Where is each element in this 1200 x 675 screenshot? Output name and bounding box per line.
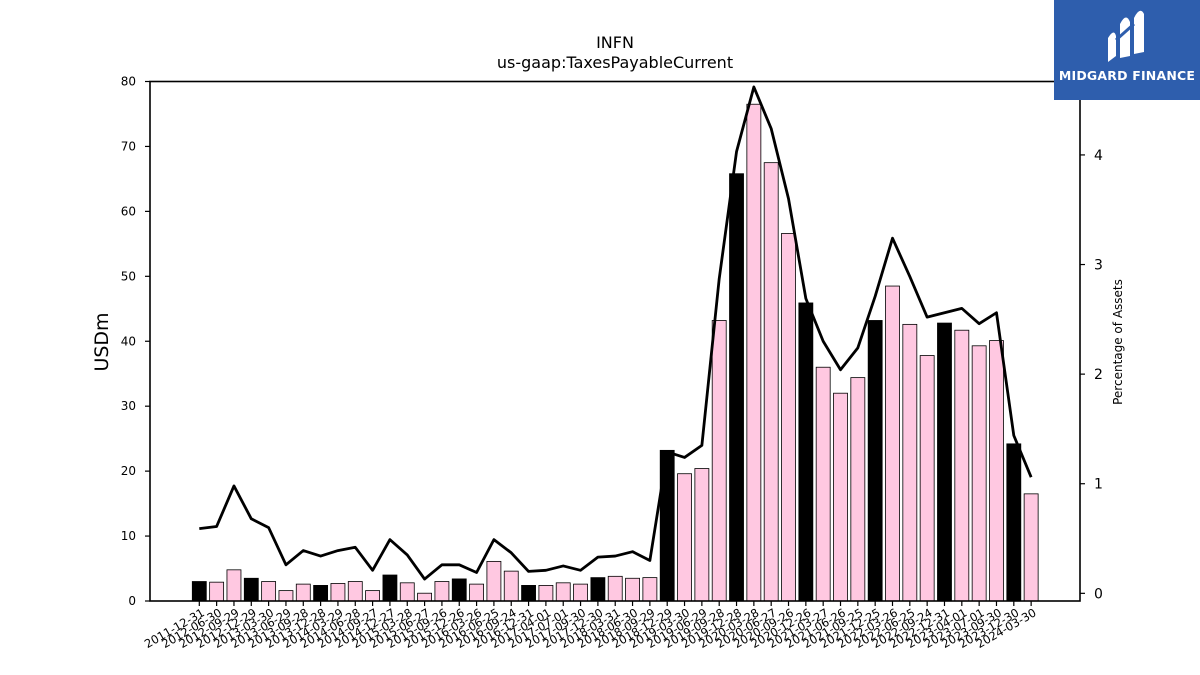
line-series	[199, 85, 1033, 581]
bar-2013-06-29	[278, 590, 294, 602]
y2-tick-label: 4	[1094, 148, 1103, 164]
bar-2017-07-01	[555, 582, 571, 602]
bar-2014-09-27	[365, 590, 381, 602]
bar-2022-06-25	[902, 323, 918, 602]
bar-2019-09-28	[711, 320, 727, 602]
y-tick-label: 20	[121, 464, 136, 478]
bar-2015-09-26	[434, 581, 450, 602]
y2-tick-label: 1	[1094, 477, 1103, 493]
bar-2014-06-28	[347, 581, 363, 602]
bar-2017-12-30	[590, 577, 606, 602]
y-tick-label: 80	[121, 75, 136, 89]
y-tick-label: 10	[121, 529, 136, 543]
bar-2021-03-27	[815, 366, 831, 602]
bar-2019-12-28	[729, 173, 744, 602]
bar-2020-06-27	[763, 162, 779, 602]
bar-2016-09-24	[503, 570, 519, 602]
bar-2020-03-28	[746, 103, 762, 602]
y-axis-right: 0 1 2 3 4	[1080, 148, 1103, 602]
y-tick-label: 0	[128, 594, 136, 608]
bar-2022-12-31	[937, 322, 952, 602]
bar-2016-12-31	[521, 585, 536, 602]
bar-2015-12-26	[451, 578, 467, 602]
bar-2021-06-26	[833, 392, 848, 602]
bar-2012-09-29	[226, 569, 242, 602]
bar-2011-12-31	[191, 581, 207, 602]
bar-2012-12-29	[243, 577, 259, 602]
bar-2020-12-26	[798, 302, 814, 602]
bar-2021-12-25	[867, 320, 883, 602]
bar-2013-09-28	[295, 583, 311, 602]
y-tick-label: 50	[121, 269, 136, 283]
bar-2023-04-01	[954, 329, 970, 602]
bar-2014-12-27	[382, 574, 398, 602]
bar-2018-06-30	[625, 577, 640, 602]
brand-name: MIDGARD FINANCE	[1058, 68, 1196, 83]
bar-2012-06-30	[209, 581, 225, 602]
bar-series	[191, 103, 1039, 602]
y-axis-label: USDm	[91, 312, 113, 372]
bar-2024-03-30	[1023, 493, 1039, 602]
bar-2018-03-31	[607, 575, 623, 602]
chart-title: INFN	[596, 33, 634, 52]
bar-2019-06-29	[694, 468, 710, 602]
bar-2020-09-26	[781, 233, 796, 602]
bar-2013-03-30	[261, 581, 277, 602]
bar-2018-12-29	[659, 449, 675, 602]
pct-assets-line	[199, 85, 1033, 581]
bar-2017-04-01	[538, 585, 554, 602]
bar-2018-09-29	[642, 577, 658, 602]
y-axis-left: 0 10 20 30 40 50 60 70 80	[121, 75, 150, 608]
bar-2014-03-29	[330, 583, 346, 602]
bar-2016-06-25	[486, 560, 502, 602]
bar-2015-03-28	[399, 582, 415, 602]
x-axis: 2011-12-312012-06-302012-09-292012-12-29…	[142, 601, 1039, 651]
y-tick-label: 40	[121, 334, 136, 348]
bar-2023-09-30	[989, 340, 1004, 602]
bar-2019-03-30	[677, 473, 692, 602]
chart-subtitle: us-gaap:TaxesPayableCurrent	[496, 53, 734, 72]
bar-2017-09-30	[573, 583, 588, 602]
bar-2022-09-24	[919, 355, 935, 602]
bar-2015-06-27	[417, 592, 432, 602]
y-tick-label: 60	[121, 204, 136, 218]
y-tick-label: 30	[121, 399, 136, 413]
bar-2016-03-26	[469, 583, 484, 602]
bar-2023-12-30	[1006, 443, 1022, 602]
bar-2013-12-28	[313, 585, 329, 602]
y2-axis-label: Percentage of Assets	[1111, 279, 1125, 405]
bar-2023-07-01	[971, 345, 987, 602]
mf-logo-icon	[1108, 10, 1144, 62]
y2-tick-label: 3	[1094, 258, 1103, 274]
bar-2021-09-25	[850, 377, 866, 602]
y-tick-label: 70	[121, 139, 136, 153]
y2-tick-label: 2	[1094, 367, 1103, 383]
bar-2022-03-26	[885, 285, 900, 602]
y2-tick-label: 0	[1094, 586, 1103, 602]
brand-logo: MIDGARD FINANCE	[1054, 0, 1200, 100]
